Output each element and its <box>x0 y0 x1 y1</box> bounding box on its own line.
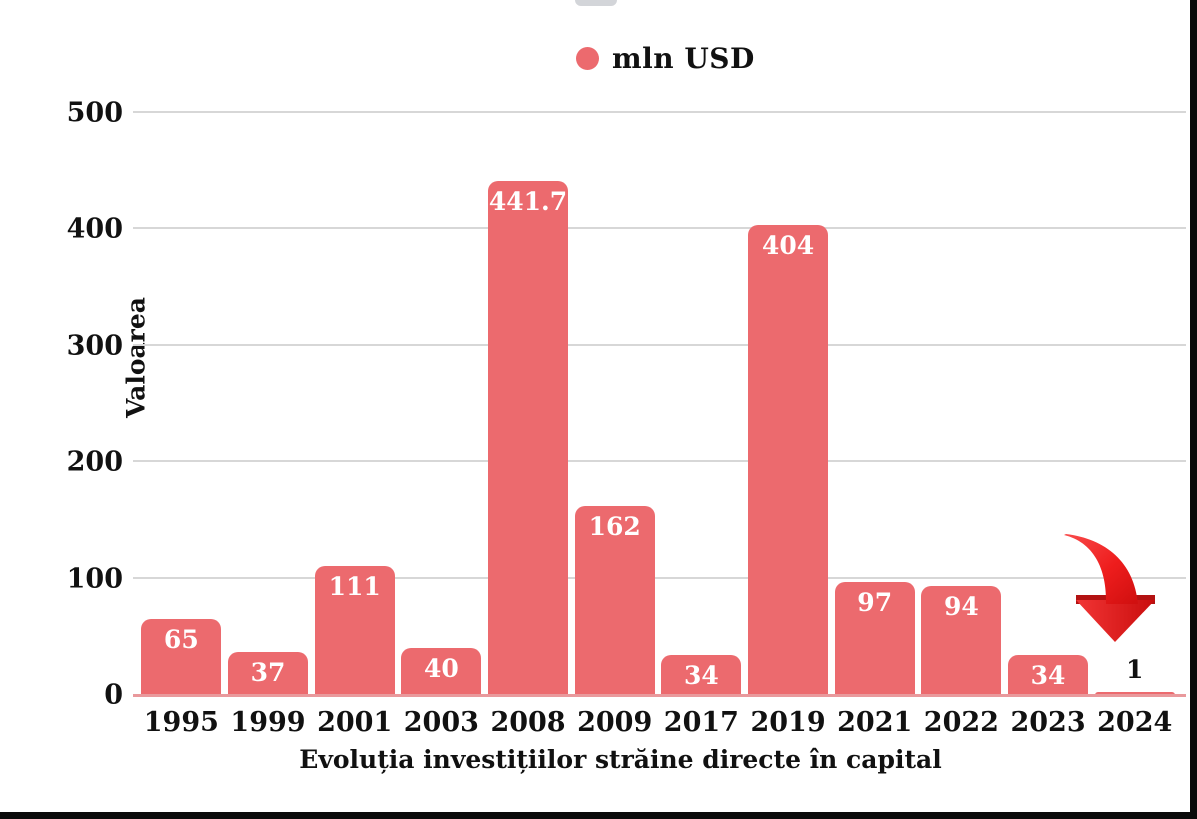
y-tick-label: 0 <box>104 679 123 711</box>
bar-slot: 34 <box>658 113 745 695</box>
plot-area: Valoarea 65 37 111 40 441.7 162 34 404 97 94 34 1 1… <box>67 100 1186 738</box>
bar-value-label: 404 <box>761 230 815 260</box>
bar-value-label: 162 <box>588 512 641 542</box>
bar-slot: 162 <box>571 113 658 695</box>
gridline <box>133 460 1186 463</box>
bar-2017: 34 <box>661 655 742 695</box>
bar-2023: 34 <box>1008 655 1089 695</box>
bar-2003: 40 <box>401 648 482 695</box>
gridline <box>133 576 1186 579</box>
x-tick-label: 2001 <box>317 707 393 738</box>
y-tick-label: 300 <box>66 330 123 362</box>
bar-2008: 441.7 <box>488 180 569 695</box>
bars-container: 65 37 111 40 441.7 162 34 404 97 94 34 1 <box>138 113 1178 695</box>
gridline <box>133 343 1186 346</box>
bar-2021: 97 <box>834 582 915 695</box>
x-tick-label: 2023 <box>1010 707 1086 738</box>
gridline <box>133 227 1186 230</box>
bottom-border <box>0 812 1197 819</box>
bar-slot: 111 <box>311 113 398 695</box>
x-tick-label: 2017 <box>663 707 739 738</box>
bar-2009: 162 <box>574 506 655 695</box>
gridline <box>133 111 1186 113</box>
bar-slot: 37 <box>225 113 312 695</box>
bar-slot: 1 <box>1091 113 1178 695</box>
bar-value-label: 97 <box>857 588 893 618</box>
bar-2022: 94 <box>921 585 1002 695</box>
x-tick-label: 2024 <box>1097 707 1173 738</box>
x-tick-label: 2021 <box>837 707 913 738</box>
bar-slot: 441.7 <box>485 113 572 695</box>
x-axis-title: Evoluția investițiilor străine directe î… <box>299 745 942 774</box>
bar-value-label: 1 <box>1126 655 1144 684</box>
bar-value-label: 111 <box>328 571 381 601</box>
bar-1995: 65 <box>141 619 222 695</box>
x-tick-label: 2019 <box>750 707 826 738</box>
right-border <box>1190 0 1197 819</box>
bar-value-label: 441.7 <box>488 186 568 216</box>
bar-2001: 111 <box>314 565 395 695</box>
legend: mln USD <box>576 42 755 75</box>
x-tick-label: 2008 <box>490 707 566 738</box>
x-tick-label: 2009 <box>577 707 653 738</box>
x-tick-label: 1995 <box>143 707 219 738</box>
bar-slot: 97 <box>831 113 918 695</box>
x-tick-label: 1999 <box>230 707 306 738</box>
x-tick-label: 2022 <box>923 707 999 738</box>
y-tick-label: 100 <box>66 563 123 595</box>
y-tick-label: 200 <box>66 446 123 478</box>
bar-1999: 37 <box>228 651 308 695</box>
bar-slot: 94 <box>918 113 1005 695</box>
bar-slot: 404 <box>745 113 832 695</box>
bar-2019: 404 <box>748 224 829 695</box>
bar-value-label: 34 <box>1030 661 1066 691</box>
bar-value-label: 34 <box>683 661 719 691</box>
x-axis-labels: 1995 1999 2001 2003 2008 2009 2017 2019 2021 2022… <box>138 707 1178 738</box>
legend-label: mln USD <box>612 42 755 75</box>
down-arrow-icon <box>1064 534 1155 642</box>
top-pill <box>575 0 617 6</box>
bar-slot: 65 <box>138 113 225 695</box>
x-tick-label: 2003 <box>403 707 479 738</box>
bar-value-label: 65 <box>163 625 199 655</box>
bar-value-label: 94 <box>943 591 979 621</box>
y-tick-label: 500 <box>66 97 123 129</box>
bar-value-label: 37 <box>250 657 286 687</box>
bar-value-label: 40 <box>423 654 459 684</box>
bar-slot: 40 <box>398 113 485 695</box>
legend-dot-icon <box>576 47 599 70</box>
x-axis-baseline <box>133 694 1186 697</box>
y-tick-label: 400 <box>66 213 123 245</box>
bar-slot: 34 <box>1005 113 1092 695</box>
bar-2024: 1 <box>1094 657 1175 695</box>
